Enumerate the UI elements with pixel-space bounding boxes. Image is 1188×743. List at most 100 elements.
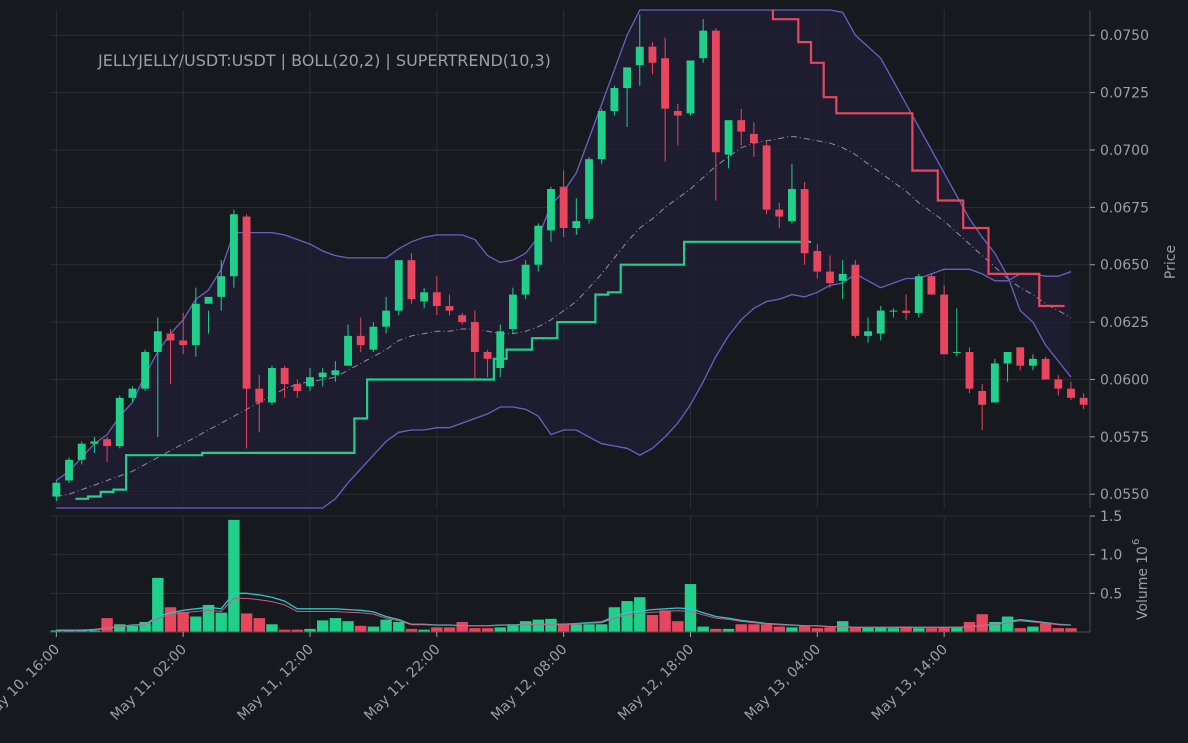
candle-body [990,363,999,403]
candle-body [458,315,467,323]
volume-bar [1052,628,1064,632]
volume-tick-label: 0.5 [1100,586,1122,602]
volume-bar [456,621,468,632]
volume-bar [164,607,177,632]
candle-body [711,30,720,153]
volume-tick-label: 1.0 [1100,548,1122,564]
candles [52,14,1088,502]
candle-body [851,264,860,336]
volume-bar [646,614,659,632]
chart-title: JELLYJELLY/USDT:USDT | BOLL(20,2) | SUPE… [97,51,551,70]
candle-body [204,296,213,304]
volume-bar [278,629,291,632]
volume-bar [697,626,709,632]
candle-body [153,331,162,352]
volume-bars [50,519,1077,632]
volume-bar [152,577,164,632]
candle-body [280,368,289,385]
volume-bar [545,618,557,632]
candle-body [813,250,822,272]
volume-bar [329,618,342,632]
candle-body [331,370,340,375]
candle-body [673,110,682,116]
volume-bar [557,623,570,632]
volume-bar [481,628,494,632]
price-tick-label: 0.0650 [1100,258,1149,274]
volume-bar [684,584,697,632]
candle-body [610,88,619,111]
candle-body [166,333,175,341]
candle-body [470,322,479,352]
price-tick-label: 0.0750 [1100,28,1149,44]
candle-body [864,331,872,336]
volume-bar [621,601,633,632]
candle-body [749,133,758,144]
volume-bar [304,628,316,632]
candle-body [128,388,137,398]
bollinger-basis-line [56,135,1072,497]
volume-bar [887,628,900,632]
candle-body [800,189,809,254]
price-tick-label: 0.0625 [1100,315,1149,331]
candle-body [229,214,238,277]
volume-bar [240,613,253,632]
volume-bar [342,621,354,632]
candle-body [1028,358,1037,366]
volume-bar [596,624,608,632]
volume-bar [722,628,735,632]
volume-bar [101,618,113,632]
candle-body [356,335,365,346]
volume-bar [253,618,265,632]
candle-body [623,67,632,89]
candle-body [788,189,796,222]
volume-bar [380,619,392,632]
volume-bar [139,621,151,632]
candle-body [318,372,327,378]
volume-bar [443,627,456,632]
volume-bar [938,627,950,632]
candle-body [762,145,771,210]
supertrend-up-line [75,240,811,500]
volume-bar [405,628,418,632]
volume-bar [190,616,202,632]
candle-body [826,271,834,284]
candle-body [445,306,454,311]
volume-bar [951,626,963,632]
candle-body [724,120,733,155]
volume-axis-exponent: 6 [1131,539,1142,545]
volume-tick-label: 1.5 [1100,509,1122,525]
volume-bar [608,607,621,632]
candle-body [699,30,708,59]
volume-bar [393,621,405,632]
candle-body [65,459,73,481]
candle-body [965,351,974,389]
candle-body [686,60,695,114]
volume-axis-exponent-base: 10 [1135,546,1151,564]
candle-body [179,340,188,346]
volume-bar [634,597,646,632]
volume-bar [1065,628,1077,632]
candle-body [268,368,276,403]
candle-body [52,482,61,497]
volume-bar [773,626,785,632]
candle-body [914,276,923,313]
volume-bar [862,627,874,632]
volume-bar [126,625,139,632]
volume-bar [177,611,189,632]
volume-bar [583,624,595,632]
supertrend-down-line [771,10,1065,308]
candle-body [940,294,949,355]
candle-body [572,221,581,229]
price-tick-label: 0.0700 [1100,143,1149,159]
volume-bar [913,628,925,632]
volume-bar [266,624,278,632]
volume-bar [494,627,506,632]
candle-body [521,264,530,295]
candle-body [483,351,492,359]
candle-body [394,260,403,311]
volume-bar [215,612,227,632]
candle-body [838,273,847,281]
volume-bar [570,624,583,632]
volume-bar [760,624,773,632]
